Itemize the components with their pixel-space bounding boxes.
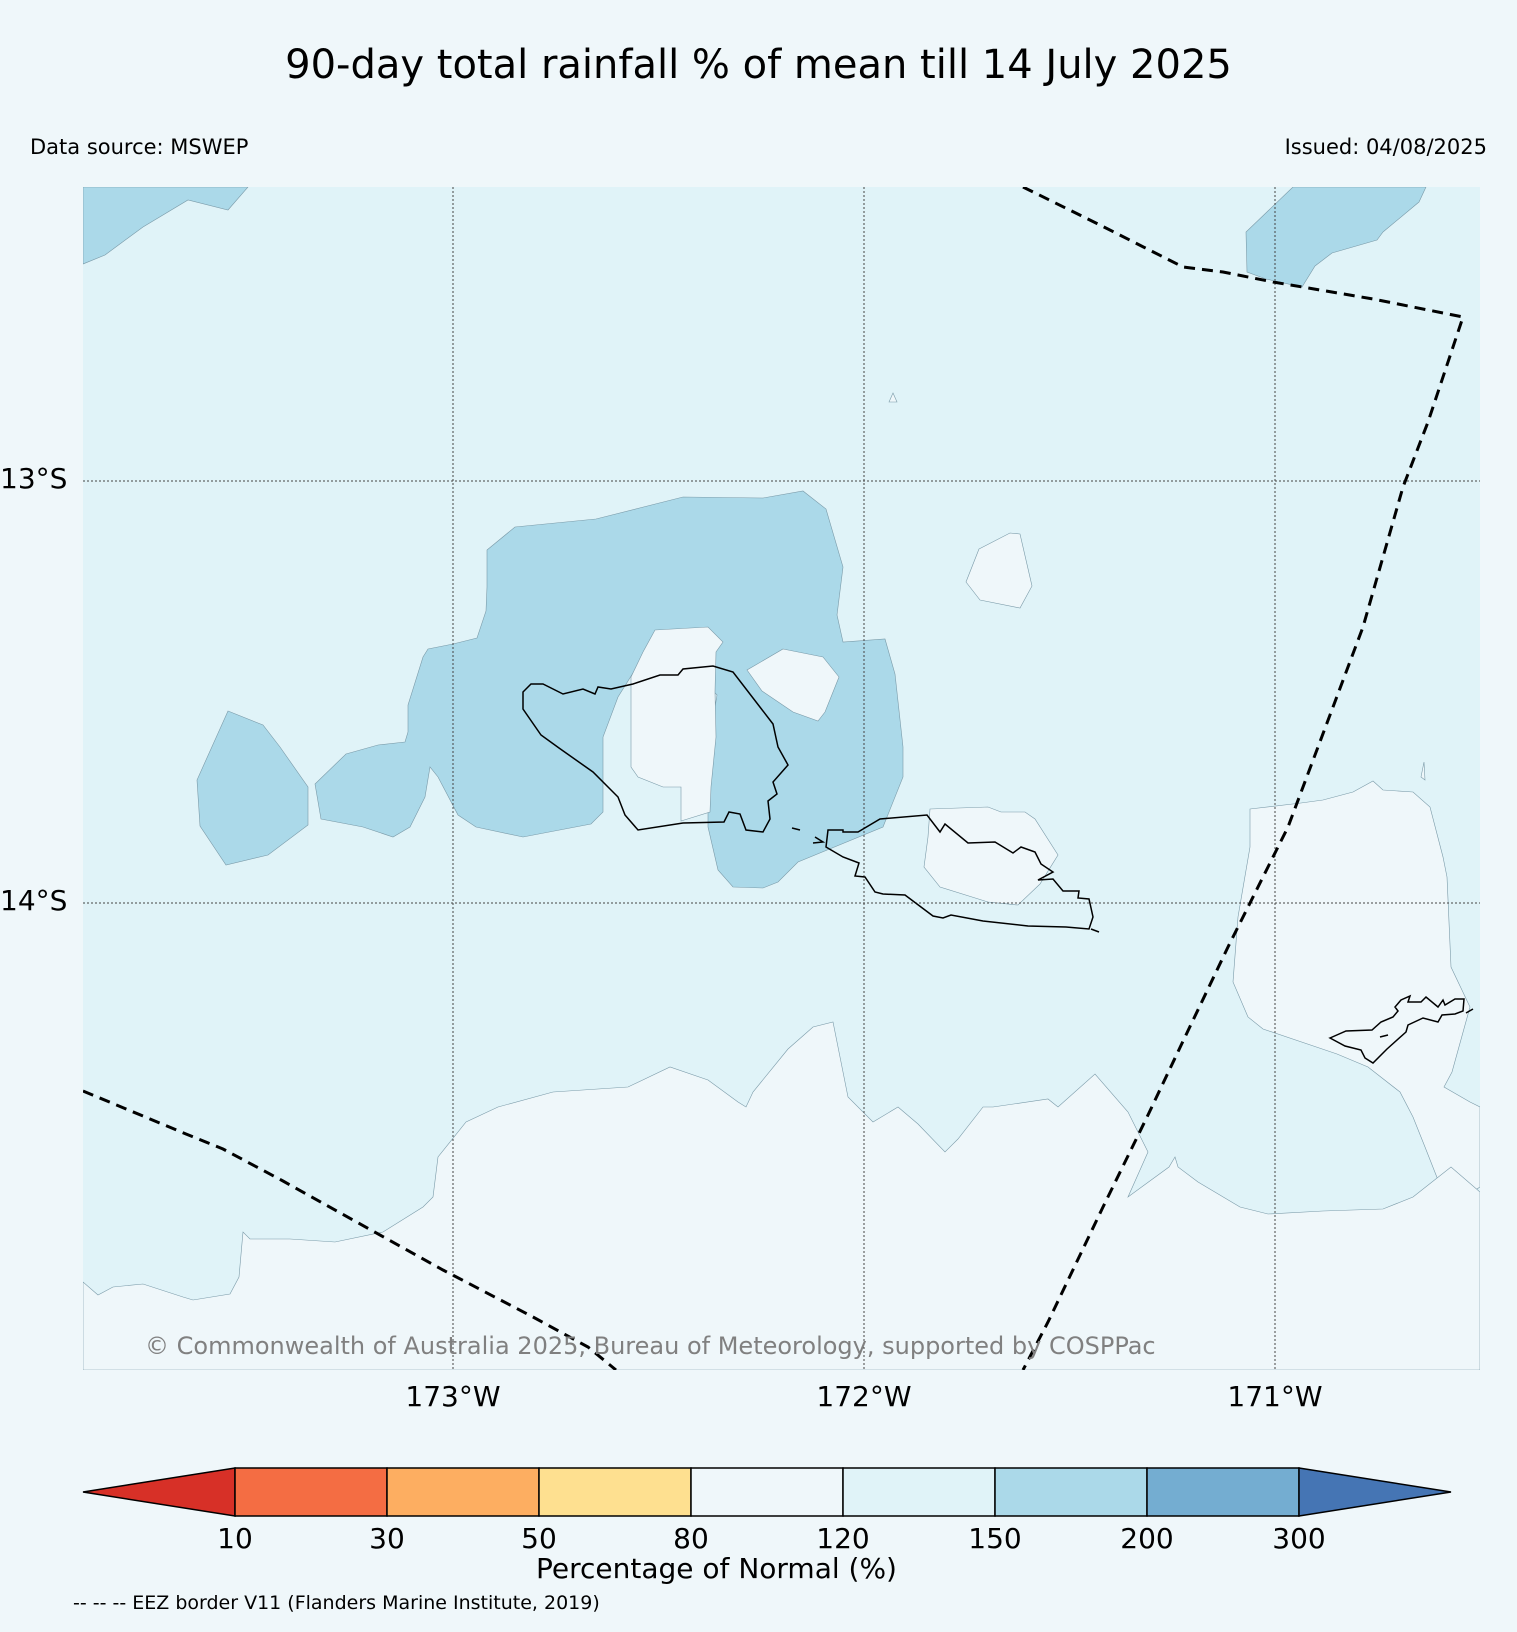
- region-east-speck: [1420, 761, 1426, 781]
- colorbar-bin-50-80: [538, 1467, 692, 1517]
- coastline-upolu-tip: [1090, 928, 1100, 933]
- colorbar-bin-10-30: [234, 1467, 388, 1517]
- region-central: [314, 490, 904, 889]
- region-north-speck: [888, 392, 898, 403]
- colorbar-bin-150-200: [994, 1467, 1148, 1517]
- region-south: [83, 1021, 1480, 1370]
- lat-label-14s: 14°S: [0, 884, 68, 917]
- colorbar-bin-80-120: [690, 1467, 844, 1517]
- colorbar-over-triangle: [1298, 1467, 1452, 1517]
- colorbar-under-triangle: [82, 1467, 236, 1517]
- coastline-tutuila: [1328, 994, 1465, 1064]
- region-top-right: [1245, 187, 1427, 288]
- coastline-tutuila-tip: [1465, 1008, 1474, 1014]
- region-north-island: [965, 532, 1033, 609]
- rainfall-map: [83, 187, 1480, 1370]
- eez-borders: [83, 187, 1465, 1370]
- coastline-tutuila-dot: [1379, 1034, 1389, 1038]
- colorbar: [82, 1467, 1452, 1517]
- colorbar-label: Percentage of Normal (%): [536, 1552, 897, 1585]
- map-gridlines: [83, 187, 1480, 1370]
- region-tutuila: [1232, 780, 1480, 1208]
- lon-label-172w: 172°W: [816, 1380, 912, 1413]
- colorbar-tick-120: 120: [816, 1522, 870, 1555]
- colorbar-tick-150: 150: [968, 1522, 1022, 1555]
- rainfall-80-120-regions: [83, 392, 1480, 1370]
- colorbar-tick-80: 80: [673, 1522, 709, 1555]
- lat-label-13s: 13°S: [0, 462, 68, 495]
- copyright-notice: © Commonwealth of Australia 2025, Bureau…: [145, 1332, 1156, 1360]
- colorbar-tick-30: 30: [369, 1522, 405, 1555]
- lon-label-173w: 173°W: [405, 1380, 501, 1413]
- region-upolu-inland: [630, 626, 724, 822]
- colorbar-bin-120-150: [842, 1467, 996, 1517]
- coastline-manono: [812, 836, 826, 844]
- region-upolu-east: [746, 648, 840, 722]
- colorbar-bin-30-50: [386, 1467, 540, 1517]
- region-west-blob: [196, 710, 309, 866]
- region-savaii-south: [923, 806, 1059, 906]
- colorbar-tick-300: 300: [1272, 1522, 1326, 1555]
- colorbar-tick-10: 10: [217, 1522, 253, 1555]
- issued-date-label: Issued: 04/08/2025: [1284, 135, 1487, 159]
- region-top-left: [83, 187, 249, 265]
- colorbar-tick-50: 50: [521, 1522, 557, 1555]
- lon-label-171w: 171°W: [1227, 1380, 1323, 1413]
- coastline-manono-dot: [791, 827, 801, 831]
- island-coastlines: [522, 665, 1474, 1064]
- eez-border-north: [1021, 187, 1465, 1370]
- colorbar-tick-200: 200: [1120, 1522, 1174, 1555]
- coastline-upolu: [825, 814, 1094, 930]
- eez-border-note: -- -- -- EEZ border V11 (Flanders Marine…: [73, 1592, 600, 1614]
- data-source-label: Data source: MSWEP: [30, 135, 249, 159]
- coastline-savaii: [522, 665, 789, 833]
- map-title: 90-day total rainfall % of mean till 14 …: [285, 42, 1232, 88]
- colorbar-bin-200-300: [1146, 1467, 1300, 1517]
- rainfall-150-200-regions: [83, 187, 1427, 889]
- eez-border-south: [83, 1089, 617, 1370]
